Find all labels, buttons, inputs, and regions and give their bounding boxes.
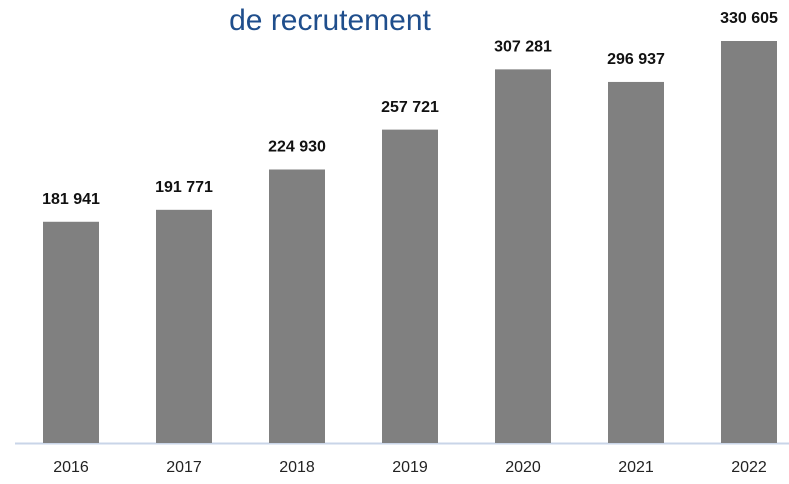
bar	[721, 41, 777, 443]
bar	[43, 221, 99, 443]
bar	[495, 69, 551, 444]
value-label: 191 771	[155, 179, 213, 196]
value-label: 224 930	[268, 139, 326, 156]
x-tick-label: 2019	[392, 459, 428, 476]
x-tick-label: 2020	[505, 459, 541, 476]
x-tick-label: 2017	[166, 459, 202, 476]
x-tick-label: 2022	[731, 459, 767, 476]
value-label: 181 941	[42, 191, 100, 208]
value-label: 307 281	[494, 39, 552, 56]
bar	[382, 129, 438, 444]
value-label: 257 721	[381, 99, 439, 116]
value-label: 330 605	[720, 10, 778, 27]
bar	[156, 209, 212, 443]
x-tick-label: 2016	[53, 459, 89, 476]
chart-title: de recrutement	[229, 4, 431, 37]
value-label: 296 937	[607, 51, 665, 68]
bar	[608, 81, 664, 443]
x-tick-label: 2021	[618, 459, 654, 476]
x-tick-label: 2018	[279, 459, 315, 476]
bar	[269, 169, 325, 443]
